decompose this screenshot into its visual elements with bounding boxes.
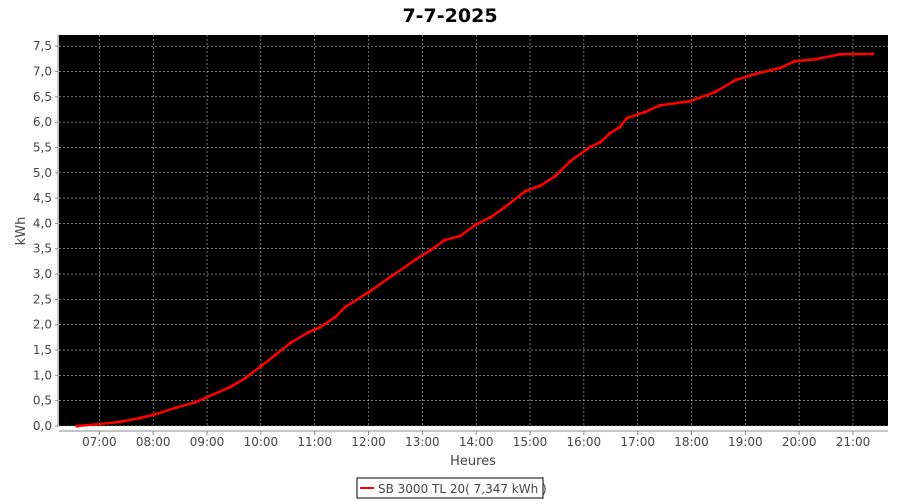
y-tick-label: 3,0 (33, 267, 52, 281)
data-point (733, 78, 737, 82)
data-point (333, 315, 337, 319)
y-tick-label: 7,0 (33, 64, 52, 78)
data-point (205, 395, 209, 399)
x-tick-label: 10:00 (244, 435, 279, 449)
data-point (98, 422, 102, 426)
x-tick-label: 18:00 (674, 435, 709, 449)
data-point (538, 184, 542, 188)
series-layer (75, 52, 875, 428)
data-point (306, 331, 310, 335)
data-point (688, 99, 692, 103)
data-point (244, 376, 248, 380)
y-tick-label: 0,0 (33, 419, 52, 433)
data-point (343, 305, 347, 309)
y-tick-label: 6,0 (33, 115, 52, 129)
y-tick-label: 7,5 (33, 39, 52, 53)
x-tick-label: 11:00 (297, 435, 332, 449)
data-point (413, 258, 417, 262)
data-point (273, 353, 277, 357)
data-point (489, 215, 493, 219)
data-point (568, 159, 572, 163)
data-point (658, 103, 662, 107)
data-point (871, 52, 875, 56)
y-tick-label: 1,5 (33, 343, 52, 357)
legend-label: SB 3000 TL 20( 7,347 kWh ) (378, 482, 547, 496)
y-tick-label: 2,0 (33, 318, 52, 332)
data-point (503, 205, 507, 209)
data-point (625, 116, 629, 120)
data-point (473, 223, 477, 227)
y-tick-label: 5,5 (33, 140, 52, 154)
x-tick-label: 21:00 (836, 435, 871, 449)
data-point (598, 140, 602, 144)
data-point (553, 174, 557, 178)
data-point (318, 325, 322, 329)
data-point (778, 66, 782, 70)
x-tick-label: 20:00 (782, 435, 817, 449)
data-point (793, 59, 797, 63)
data-point (174, 406, 178, 410)
data-point (813, 57, 817, 61)
data-point (388, 275, 392, 279)
series-line (76, 52, 873, 428)
x-tick-label: 08:00 (136, 435, 171, 449)
grid (59, 35, 888, 427)
data-point (288, 341, 292, 345)
data-point (367, 290, 371, 294)
x-tick-label: 16:00 (567, 435, 602, 449)
data-point (713, 90, 717, 94)
y-tick-label: 5,0 (33, 166, 52, 180)
data-point (139, 416, 143, 420)
legend-box (356, 477, 544, 499)
y-tick-label: 1,0 (33, 368, 52, 382)
y-tick-label: 4,0 (33, 216, 52, 230)
x-tick-label: 14:00 (459, 435, 494, 449)
x-tick-label: 15:00 (513, 435, 548, 449)
data-point (643, 110, 647, 114)
plot-area (59, 35, 888, 426)
data-point (443, 238, 447, 242)
y-tick-label: 6,5 (33, 90, 52, 104)
data-point (838, 52, 842, 56)
data-point (588, 145, 592, 149)
x-tick-label: 17:00 (620, 435, 655, 449)
data-point (428, 248, 432, 252)
data-point (618, 125, 622, 129)
x-tick-label: 07:00 (82, 435, 117, 449)
data-point (193, 400, 197, 404)
data-point (75, 424, 79, 428)
data-point (753, 72, 757, 76)
y-tick-label: 3,5 (33, 242, 52, 256)
legend: SB 3000 TL 20( 7,347 kWh ) (356, 477, 547, 499)
data-point (458, 234, 462, 238)
y-tick-label: 4,5 (33, 191, 52, 205)
data-point (524, 189, 528, 193)
x-tick-label: 12:00 (351, 435, 386, 449)
y-tick-label: 2,5 (33, 292, 52, 306)
data-point (118, 420, 122, 424)
axes: 0,0 0,5 1,0 1,5 2,0 2,5 3,0 3,5 4,0 4,5 5,0 5,5 6,0 6… (33, 35, 888, 449)
data-point (608, 131, 612, 135)
y-axis-label: kWh (14, 217, 29, 246)
data-point (228, 385, 232, 389)
y-tick-label: 0,5 (33, 394, 52, 408)
x-tick-label: 19:00 (728, 435, 763, 449)
x-axis-label: Heures (450, 454, 496, 469)
data-point (259, 364, 263, 368)
data-point (151, 413, 155, 417)
x-tick-label: 13:00 (405, 435, 440, 449)
chart-title: 7-7-2025 (402, 5, 497, 27)
x-tick-label: 09:00 (190, 435, 225, 449)
